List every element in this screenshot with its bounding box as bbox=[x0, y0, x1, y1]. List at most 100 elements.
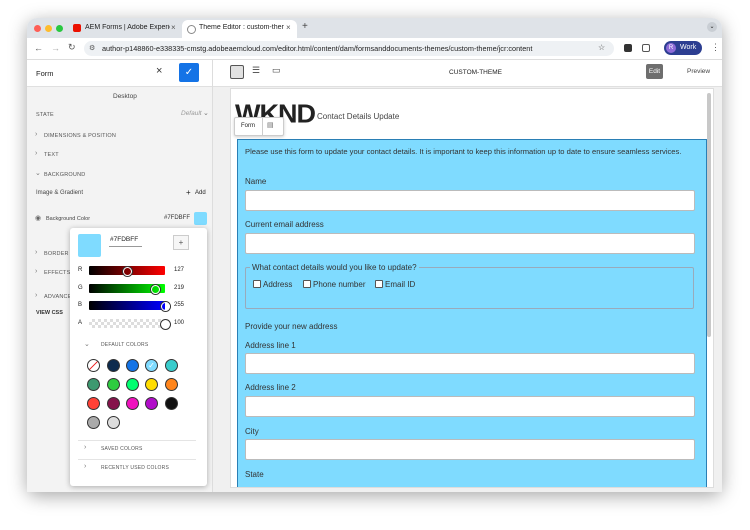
add-button[interactable]: Add bbox=[195, 190, 206, 196]
color-swatch[interactable] bbox=[165, 359, 178, 372]
color-swatch[interactable] bbox=[107, 416, 120, 429]
tab-close[interactable]: × bbox=[286, 23, 291, 32]
section-title[interactable]: ADVANCED bbox=[44, 294, 76, 300]
text-input[interactable] bbox=[245, 233, 695, 254]
chevron: ⌄ bbox=[35, 170, 41, 177]
divider bbox=[262, 118, 263, 135]
save-color-button[interactable]: + bbox=[173, 235, 189, 250]
extensions[interactable] bbox=[642, 44, 650, 52]
text-input[interactable] bbox=[245, 190, 695, 211]
image-gradient-label: Image & Gradient bbox=[36, 190, 84, 196]
color-swatch[interactable] bbox=[87, 359, 100, 372]
url-field[interactable]: ⚙ author-p148860-e338335-cmstg.adobeaemc… bbox=[84, 41, 614, 56]
preview-button[interactable]: Preview bbox=[687, 68, 711, 75]
tab[interactable]: AEM Forms | Adobe Experien × bbox=[70, 20, 180, 36]
tab-icon bbox=[187, 25, 196, 34]
profile-button[interactable]: R Work bbox=[664, 41, 702, 55]
color-swatch[interactable] bbox=[107, 397, 120, 410]
chevron: › bbox=[35, 131, 38, 138]
checkbox[interactable] bbox=[303, 280, 311, 288]
visibility-icon[interactable]: ◉ bbox=[35, 215, 42, 222]
color-swatch[interactable] bbox=[107, 378, 120, 391]
confirm-button[interactable]: ✓ bbox=[179, 63, 199, 82]
text-input[interactable] bbox=[245, 439, 695, 460]
color-swatch[interactable] bbox=[87, 416, 100, 429]
color-swatch[interactable] bbox=[126, 397, 139, 410]
add-icon[interactable]: + bbox=[186, 188, 191, 197]
color-swatch[interactable] bbox=[145, 397, 158, 410]
view-css[interactable]: VIEW CSS bbox=[36, 310, 63, 316]
slider-thumb[interactable] bbox=[161, 302, 170, 311]
component-toolbar: Form ▤ bbox=[234, 117, 284, 136]
field-label: State bbox=[245, 470, 264, 479]
background-color-value: #7FDBFF bbox=[164, 215, 191, 221]
active-tab[interactable]: Theme Editor : custom-theme × bbox=[182, 20, 297, 38]
color-swatch[interactable] bbox=[126, 378, 139, 391]
channel-label: A bbox=[78, 320, 83, 326]
tab-title: AEM Forms | Adobe Experien bbox=[85, 24, 170, 31]
cancel-button[interactable]: × bbox=[156, 65, 163, 77]
tab-title: Theme Editor : custom-theme bbox=[199, 24, 284, 31]
section-title[interactable]: BACKGROUND bbox=[44, 172, 86, 178]
panel-toggle[interactable] bbox=[230, 65, 244, 79]
section-title[interactable]: TEXT bbox=[44, 152, 59, 158]
chevron: › bbox=[35, 292, 38, 299]
extension-icon[interactable] bbox=[624, 44, 632, 52]
section-title[interactable]: EFFECTS bbox=[44, 270, 71, 276]
bookmark[interactable]: ☆ bbox=[598, 43, 606, 52]
background-color-swatch[interactable] bbox=[194, 212, 207, 225]
color-swatch[interactable] bbox=[165, 378, 178, 391]
red-slider[interactable] bbox=[89, 266, 165, 276]
recent-colors-title[interactable]: RECENTLY USED COLORS bbox=[101, 465, 169, 471]
edit-button[interactable]: Edit bbox=[646, 64, 663, 79]
channel-value[interactable]: 127 bbox=[174, 267, 185, 273]
checkbox[interactable] bbox=[253, 280, 261, 288]
chevron: › bbox=[35, 268, 38, 275]
properties-icon[interactable]: ☰ bbox=[252, 65, 261, 75]
color-swatch-selected[interactable]: ✓ bbox=[145, 359, 158, 372]
color-swatch[interactable] bbox=[87, 397, 100, 410]
component-label: Form bbox=[241, 123, 255, 129]
new-tab[interactable]: + bbox=[302, 21, 308, 32]
channel-value[interactable]: 219 bbox=[174, 285, 185, 291]
saved-colors-title[interactable]: SAVED COLORS bbox=[101, 446, 143, 452]
color-swatch[interactable] bbox=[126, 359, 139, 372]
tab-close[interactable]: × bbox=[171, 23, 176, 32]
color-swatch[interactable] bbox=[145, 378, 158, 391]
default-colors-title[interactable]: DEFAULT COLORS bbox=[101, 342, 149, 348]
alpha-slider[interactable] bbox=[89, 319, 170, 329]
state-dropdown[interactable]: Default bbox=[181, 110, 202, 117]
properties-button[interactable]: ▤ bbox=[267, 122, 274, 129]
sidebar-title: Form bbox=[36, 69, 54, 78]
color-swatch[interactable] bbox=[87, 378, 100, 391]
text-input[interactable] bbox=[245, 353, 695, 374]
back-button[interactable]: ← bbox=[34, 43, 43, 53]
checkbox[interactable] bbox=[375, 280, 383, 288]
green-slider[interactable] bbox=[89, 284, 165, 294]
close-button[interactable] bbox=[34, 25, 41, 32]
channel-value[interactable]: 100 bbox=[174, 320, 185, 326]
text-input[interactable] bbox=[245, 396, 695, 417]
field-label: City bbox=[245, 427, 259, 436]
menu[interactable]: ⋮ bbox=[711, 42, 720, 52]
section-title[interactable]: DIMENSIONS & POSITION bbox=[44, 133, 117, 139]
reload-button[interactable]: ↻ bbox=[68, 42, 76, 52]
slider-thumb[interactable] bbox=[123, 267, 132, 276]
maximize-button[interactable] bbox=[56, 25, 63, 32]
blue-slider[interactable] bbox=[89, 301, 170, 311]
channel-value[interactable]: 255 bbox=[174, 302, 185, 308]
slider-thumb[interactable] bbox=[161, 320, 170, 329]
hex-input[interactable]: #7FDBFF bbox=[110, 236, 139, 243]
forward-button[interactable]: → bbox=[51, 43, 60, 53]
chevron: ⌄ bbox=[84, 341, 90, 348]
minimize-button[interactable] bbox=[45, 25, 52, 32]
color-swatch[interactable] bbox=[165, 397, 178, 410]
scrollbar[interactable] bbox=[707, 93, 711, 337]
slider-thumb[interactable] bbox=[151, 285, 160, 294]
field-label: Address line 2 bbox=[245, 383, 296, 392]
channel-label: R bbox=[78, 267, 83, 273]
color-swatch[interactable] bbox=[107, 359, 120, 372]
emulator-icon[interactable]: ▭ bbox=[272, 65, 281, 75]
tab-search[interactable]: ⌄ bbox=[707, 22, 717, 32]
section-title[interactable]: BORDER bbox=[44, 251, 69, 257]
